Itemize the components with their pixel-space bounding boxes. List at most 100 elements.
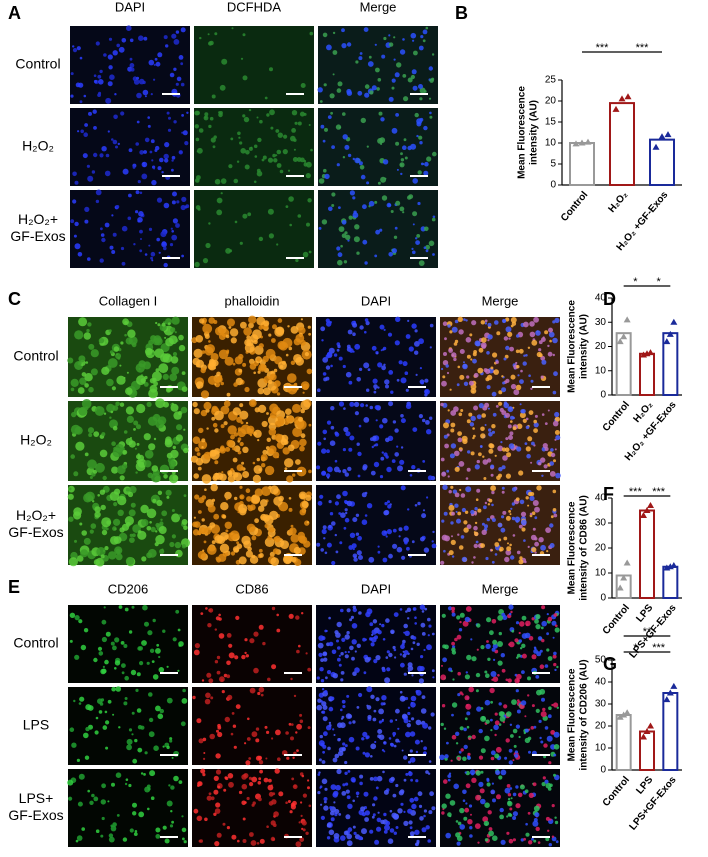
cell [486,517,490,522]
cell [345,782,349,786]
cell [345,511,348,515]
cell [109,350,114,354]
cell [341,219,347,225]
cell [383,328,386,331]
cell [74,330,84,340]
cell [383,830,388,834]
cell [88,343,95,350]
cell [303,159,307,163]
cell [395,316,401,322]
cell [463,816,468,821]
cell [516,334,520,338]
cell [307,786,310,790]
cell [348,380,353,385]
cell [137,530,147,540]
cell [267,157,274,163]
cell [450,539,456,546]
cell [307,325,311,329]
cell [521,643,526,648]
cell [164,838,170,844]
cell [348,447,353,452]
cell [271,606,276,611]
cell [441,811,445,815]
cell [180,62,184,66]
cell [501,410,507,416]
cell [510,610,513,614]
cell [468,737,472,741]
cell [474,464,480,470]
cell [439,754,445,761]
cell [441,704,446,708]
cell [523,354,526,357]
cell [331,521,336,526]
cell [215,753,221,759]
cell [192,695,196,700]
cell [490,756,495,761]
cell [525,425,530,430]
cell [136,403,146,414]
cell [475,794,481,801]
cell [541,697,545,702]
cell [233,745,237,749]
cell [490,729,493,732]
cell [349,190,355,196]
cell [197,449,200,452]
cell [371,345,377,351]
cell [376,817,382,823]
cell [206,427,209,430]
cell [150,93,153,96]
x-tick-label: LPS [634,774,655,796]
cell [245,550,253,558]
cell [276,243,279,246]
cell [214,535,224,544]
cell [326,725,332,731]
cell [90,523,97,529]
cell [354,650,357,653]
cell [474,521,478,525]
cell [432,253,435,256]
cell [515,384,522,391]
cell [125,778,129,781]
cell [331,204,335,207]
cell [227,694,233,701]
cell [385,384,389,389]
cell [495,746,502,753]
cell [364,84,370,89]
cell [219,84,226,91]
cell [161,171,164,174]
cell [388,96,394,102]
cell [457,431,462,436]
cell [414,112,419,118]
cell [372,717,377,722]
cell [382,557,388,563]
cell [328,500,332,504]
cell [268,778,272,783]
cell [552,353,555,357]
cell [354,411,359,416]
x-tick-label: Control [601,399,632,433]
cell [460,748,464,752]
x-tick-label: LPS [634,602,655,624]
cell [246,335,251,340]
cell [455,510,458,513]
cell [471,777,477,783]
cell [317,500,323,506]
cell [70,387,75,392]
cell [134,447,137,450]
cell [132,166,136,169]
cell [128,509,136,517]
cell [369,622,374,627]
y-tick-label: 20 [595,721,607,732]
cell [459,726,464,731]
cell [512,838,517,842]
cell [554,668,557,672]
cell [295,731,298,734]
cell [541,620,547,627]
cell [364,514,368,517]
cell [405,334,411,339]
cell [502,615,508,621]
cell [530,461,533,464]
cell [465,337,472,343]
cell [102,665,105,669]
cell [527,545,530,549]
